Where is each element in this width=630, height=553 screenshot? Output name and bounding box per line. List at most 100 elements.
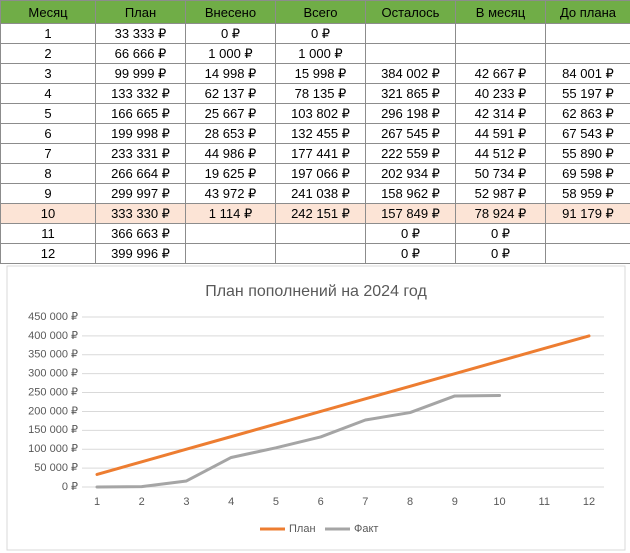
cell: 242 151 ₽ — [275, 203, 366, 224]
header-row: Месяц План Внесено Всего Осталось В месяц До п… — [0, 0, 630, 24]
cell: 7 — [0, 143, 96, 164]
cell: 1 000 ₽ — [185, 43, 276, 64]
cell: 103 802 ₽ — [275, 103, 366, 124]
cell: 366 663 ₽ — [95, 223, 186, 244]
cell — [365, 23, 456, 44]
cell: 42 667 ₽ — [455, 63, 546, 84]
cell: 78 924 ₽ — [455, 203, 546, 224]
line-series — [95, 334, 591, 476]
cell: 15 998 ₽ — [275, 63, 366, 84]
cell: 62 863 ₽ — [545, 103, 630, 124]
cell: 11 — [0, 223, 96, 244]
cell: 132 455 ₽ — [275, 123, 366, 144]
cell: 321 865 ₽ — [365, 83, 456, 104]
table-row: 9 299 997 ₽43 972 ₽241 038 ₽158 962 ₽52 9… — [0, 183, 630, 204]
y-tick-label: 150 000 ₽ — [28, 424, 78, 436]
cell: 91 179 ₽ — [545, 203, 630, 224]
header-cell: Всего — [275, 0, 366, 24]
line-series — [95, 394, 502, 489]
y-tick-label: 400 000 ₽ — [28, 330, 78, 342]
header-cell: До плана — [545, 0, 630, 24]
x-tick-label: 11 — [539, 496, 550, 508]
cell: 1 — [0, 23, 96, 44]
cell: 25 667 ₽ — [185, 103, 276, 124]
x-tick-label: 8 — [407, 496, 413, 508]
cell: 55 197 ₽ — [545, 83, 630, 104]
legend-label: Факт — [354, 523, 378, 535]
header-cell: Осталось — [365, 0, 456, 24]
cell: 177 441 ₽ — [275, 143, 366, 164]
cell: 0 ₽ — [455, 243, 546, 264]
cell — [455, 23, 546, 44]
cell: 241 038 ₽ — [275, 183, 366, 204]
chart: План пополнений на 2024 год 0 ₽ 50 000 ₽ 1… — [6, 265, 626, 551]
y-tick-label: 450 000 ₽ — [28, 311, 78, 323]
cell: 0 ₽ — [275, 23, 366, 44]
cell — [185, 223, 276, 244]
cell: 10 — [0, 203, 96, 224]
legend-label: План — [289, 523, 316, 535]
cell: 0 ₽ — [455, 223, 546, 244]
cell: 1 114 ₽ — [185, 203, 276, 224]
cell: 166 665 ₽ — [95, 103, 186, 124]
cell: 44 986 ₽ — [185, 143, 276, 164]
table-row: 10 333 330 ₽1 114 ₽242 151 ₽157 849 ₽78 9… — [0, 203, 630, 224]
y-tick-label: 250 000 ₽ — [28, 386, 78, 398]
cell: 4 — [0, 83, 96, 104]
chart-frame — [6, 265, 626, 551]
header-cell: Месяц — [0, 0, 96, 24]
y-tick-label: 50 000 ₽ — [34, 462, 78, 474]
cell — [545, 243, 630, 264]
cell — [545, 23, 630, 44]
x-tick-label: 6 — [318, 496, 324, 508]
table-row: 5 166 665 ₽25 667 ₽103 802 ₽296 198 ₽42 3… — [0, 103, 630, 124]
cell: 2 — [0, 43, 96, 64]
cell — [455, 43, 546, 64]
header-cell: План — [95, 0, 186, 24]
x-tick-label: 2 — [139, 496, 145, 508]
table-body: 1 33 333 ₽0 ₽0 ₽2 66 666 ₽1 000 ₽1 000 ₽3 9… — [0, 23, 630, 264]
cell: 399 996 ₽ — [95, 243, 186, 264]
cell — [275, 243, 366, 264]
table-row: 2 66 666 ₽1 000 ₽1 000 ₽ — [0, 43, 630, 64]
cell: 267 545 ₽ — [365, 123, 456, 144]
x-tick-label: 10 — [493, 496, 505, 508]
cell: 55 890 ₽ — [545, 143, 630, 164]
x-tick-label: 7 — [362, 496, 368, 508]
cell: 40 233 ₽ — [455, 83, 546, 104]
table-row: 7 233 331 ₽44 986 ₽177 441 ₽222 559 ₽44 5… — [0, 143, 630, 164]
cell: 199 998 ₽ — [95, 123, 186, 144]
cell: 44 512 ₽ — [455, 143, 546, 164]
cell: 133 332 ₽ — [95, 83, 186, 104]
cell: 333 330 ₽ — [95, 203, 186, 224]
spreadsheet-table: Месяц План Внесено Всего Осталось В месяц До п… — [0, 0, 630, 264]
table-row: 11 366 663 ₽ 0 ₽0 ₽ — [0, 223, 630, 244]
cell: 222 559 ₽ — [365, 143, 456, 164]
y-tick-label: 200 000 ₽ — [28, 405, 78, 417]
table-row: 1 33 333 ₽0 ₽0 ₽ — [0, 23, 630, 44]
header-cell: В месяц — [455, 0, 546, 24]
cell — [545, 43, 630, 64]
cell: 1 000 ₽ — [275, 43, 366, 64]
cell — [545, 223, 630, 244]
y-tick-label: 350 000 ₽ — [28, 349, 78, 361]
table-row: 3 99 999 ₽14 998 ₽15 998 ₽384 002 ₽42 667… — [0, 63, 630, 84]
cell — [365, 43, 456, 64]
x-tick-label: 12 — [583, 496, 595, 508]
cell: 197 066 ₽ — [275, 163, 366, 184]
cell: 299 997 ₽ — [95, 183, 186, 204]
cell: 52 987 ₽ — [455, 183, 546, 204]
cell: 44 591 ₽ — [455, 123, 546, 144]
cell: 157 849 ₽ — [365, 203, 456, 224]
y-tick-label: 100 000 ₽ — [28, 443, 78, 455]
cell: 0 ₽ — [185, 23, 276, 44]
x-tick-label: 5 — [273, 496, 279, 508]
cell: 296 198 ₽ — [365, 103, 456, 124]
cell: 5 — [0, 103, 96, 124]
cell — [275, 223, 366, 244]
cell: 6 — [0, 123, 96, 144]
cell: 99 999 ₽ — [95, 63, 186, 84]
cell: 84 001 ₽ — [545, 63, 630, 84]
cell: 3 — [0, 63, 96, 84]
